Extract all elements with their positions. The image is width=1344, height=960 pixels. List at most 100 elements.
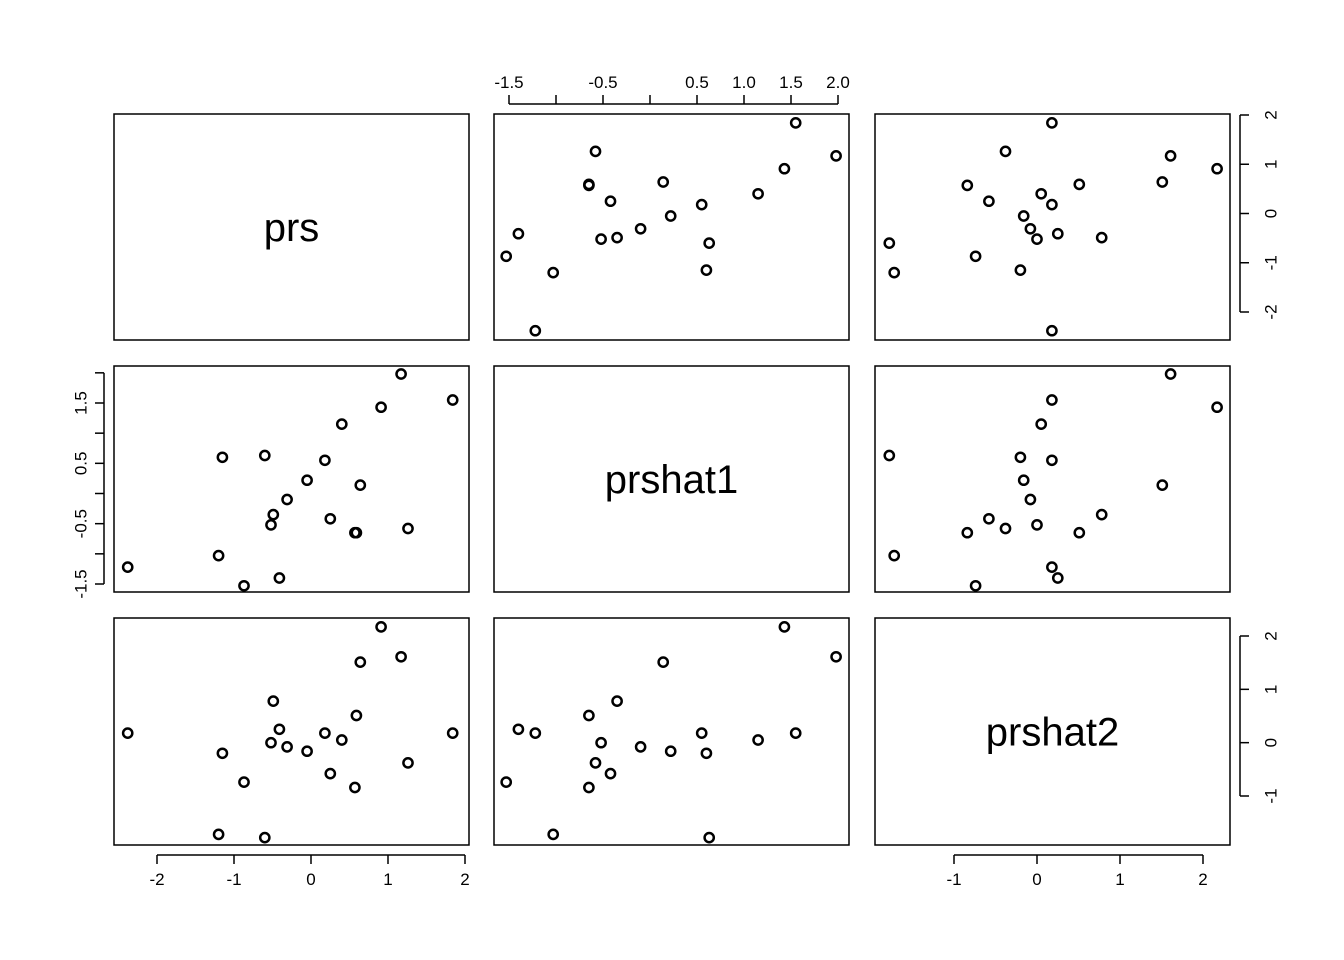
bottom-axis-col1-tick-4-label: 1 — [383, 870, 392, 889]
point-r2-c3-1 — [1046, 561, 1058, 573]
left-axis-tick-6-label: -0.5 — [71, 509, 90, 538]
right-axis-row3-tick-3-label: 0 — [1261, 738, 1280, 747]
point-r2-c1-16 — [354, 479, 367, 491]
point-r3-c1-9 — [281, 741, 293, 753]
bottom-axis-col1-tick-2-label: -1 — [226, 870, 241, 889]
bottom-axis-col1-tick-5-label: 2 — [460, 870, 469, 889]
point-r1-c2-15 — [583, 178, 595, 191]
point-r1-c2-13 — [752, 187, 764, 200]
point-r1-c3-12 — [983, 195, 995, 208]
point-r1-c2-11 — [695, 198, 708, 211]
panel-box-r1-c3 — [874, 113, 1231, 341]
point-r1-c3-8 — [1051, 227, 1064, 240]
point-r3-c2-19 — [589, 757, 602, 769]
point-r1-c3-13 — [1035, 187, 1048, 200]
point-r2-c3-12 — [983, 512, 995, 525]
right-axis-row1-tick-1-label: 2 — [1261, 110, 1280, 119]
point-r2-c1-10 — [301, 474, 313, 487]
top-axis-tick-6-label: 1.0 — [732, 73, 756, 92]
point-r1-c2-4 — [500, 250, 513, 263]
point-r1-c2-12 — [604, 195, 617, 208]
point-r1-c2-2 — [547, 266, 560, 279]
point-r1-c2-16 — [657, 176, 670, 188]
point-r1-c3-17 — [1211, 162, 1223, 175]
point-r2-c3-16 — [1156, 479, 1169, 491]
point-r3-c1-3 — [216, 747, 229, 760]
point-r3-c2-3 — [700, 747, 713, 760]
point-r3-c1-18 — [395, 650, 407, 663]
point-r2-c1-19 — [402, 522, 414, 535]
point-r2-c3-8 — [1051, 572, 1064, 584]
point-r1-c2-7 — [611, 231, 623, 244]
left-axis-tick-4-label: 0.5 — [71, 452, 90, 476]
point-r1-c2-5 — [703, 237, 716, 249]
panel-box-r3-c1 — [113, 617, 470, 846]
point-r1-c3-16 — [1156, 176, 1169, 188]
point-r3-c2-20 — [789, 727, 802, 739]
panel-box-r2-c2 — [493, 365, 850, 593]
point-r1-c2-20 — [789, 117, 802, 129]
point-r2-c1-12 — [324, 512, 337, 525]
point-r1-c2-17 — [778, 162, 791, 175]
point-r1-c2-10 — [664, 210, 677, 222]
point-r2-c1-15 — [350, 526, 363, 539]
point-r1-c3-15 — [1073, 178, 1086, 191]
panel-box-r3-c2 — [493, 617, 850, 846]
bottom-axis-col1-tick-3-label: 0 — [306, 870, 315, 889]
point-r2-c3-14 — [961, 526, 974, 539]
point-r3-c1-16 — [354, 656, 367, 668]
point-r3-c2-7 — [611, 695, 623, 707]
panel-box-r1-c1 — [113, 113, 470, 341]
point-r3-c1-14 — [349, 781, 361, 794]
point-r1-c2-19 — [589, 145, 602, 158]
point-r1-c3-1 — [1046, 324, 1058, 337]
point-r1-c3-6 — [1031, 233, 1043, 245]
point-r2-c3-20 — [1046, 394, 1058, 406]
bottom-axis-col3-tick-3-label: 1 — [1115, 870, 1124, 889]
point-r3-c1-1 — [121, 727, 134, 739]
point-r2-c1-2 — [212, 549, 225, 562]
top-axis-tick-1-label: -1.5 — [494, 73, 523, 92]
point-r1-c3-20 — [1046, 117, 1058, 129]
point-r2-c1-13 — [335, 418, 348, 430]
point-r2-c1-3 — [216, 451, 229, 464]
right-axis-row3-tick-4-label: -1 — [1261, 788, 1280, 803]
point-r3-c1-8 — [273, 723, 286, 736]
point-r2-c3-3 — [1014, 451, 1027, 464]
diagonal-label-prshat2: prshat2 — [986, 711, 1119, 755]
point-r2-c1-20 — [446, 394, 459, 406]
point-r3-c1-2 — [212, 828, 225, 841]
point-r3-c2-8 — [512, 723, 525, 736]
top-axis-tick-7-label: 1.5 — [779, 73, 803, 92]
point-r2-c1-7 — [267, 508, 280, 521]
point-r3-c1-7 — [267, 695, 280, 707]
point-r1-c3-3 — [1014, 264, 1027, 276]
point-r2-c3-10 — [1017, 474, 1030, 487]
right-axis-row3-tick-1-label: 2 — [1261, 631, 1280, 640]
point-r3-c1-20 — [446, 727, 459, 739]
point-r2-c3-7 — [1095, 508, 1108, 521]
point-r3-c2-18 — [830, 650, 842, 663]
point-r3-c2-14 — [583, 781, 595, 794]
point-r1-c3-10 — [1017, 210, 1030, 222]
point-r3-c2-4 — [500, 776, 513, 788]
point-r1-c3-11 — [1046, 198, 1058, 211]
point-r2-c3-19 — [999, 522, 1012, 535]
panel-box-r3-c3 — [874, 617, 1231, 846]
point-r1-c3-5 — [883, 237, 896, 249]
point-r3-c2-6 — [595, 736, 607, 749]
point-r2-c3-4 — [969, 579, 982, 592]
point-r1-c2-6 — [595, 233, 607, 245]
right-axis-row1-tick-2-label: 1 — [1261, 160, 1280, 169]
point-r1-c3-9 — [1024, 222, 1037, 235]
point-r3-c2-1 — [529, 727, 542, 739]
point-r2-c3-11 — [1046, 454, 1058, 467]
point-r1-c3-14 — [961, 179, 974, 192]
top-axis-tick-5-label: 0.5 — [685, 73, 709, 92]
bottom-axis-col3-tick-2-label: 0 — [1032, 870, 1041, 889]
point-r3-c1-17 — [375, 621, 387, 633]
point-r3-c2-13 — [752, 734, 764, 746]
point-r2-c3-9 — [1024, 493, 1037, 506]
point-r2-c3-17 — [1211, 401, 1223, 414]
